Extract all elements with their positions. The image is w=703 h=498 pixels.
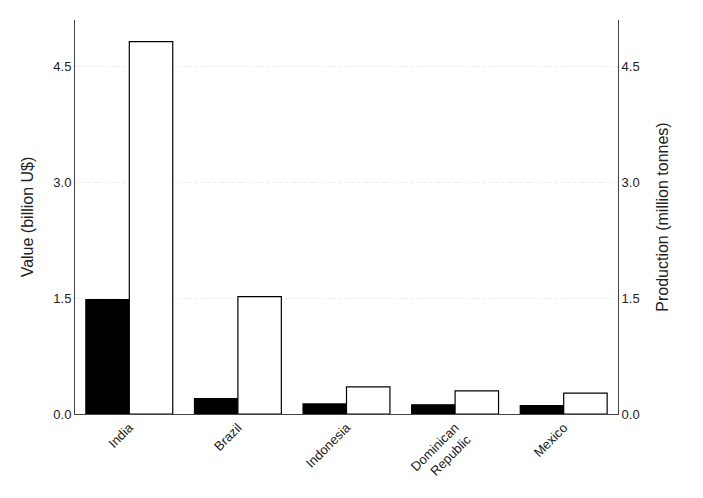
svg-text:0.0: 0.0 xyxy=(53,407,71,422)
svg-text:0.0: 0.0 xyxy=(622,407,640,422)
svg-text:3.0: 3.0 xyxy=(622,175,640,190)
svg-text:DominicanRepublic: DominicanRepublic xyxy=(408,420,474,486)
svg-text:3.0: 3.0 xyxy=(53,175,71,190)
svg-text:Mexico: Mexico xyxy=(531,420,571,460)
svg-text:4.5: 4.5 xyxy=(53,59,71,74)
svg-text:Indonesia: Indonesia xyxy=(303,420,354,471)
svg-text:Production (million tonnes): Production (million tonnes) xyxy=(654,122,671,311)
svg-text:1.5: 1.5 xyxy=(622,291,640,306)
svg-text:India: India xyxy=(105,420,136,451)
svg-text:4.5: 4.5 xyxy=(622,59,640,74)
svg-text:1.5: 1.5 xyxy=(53,291,71,306)
svg-text:Value (billion U$): Value (billion U$) xyxy=(19,157,36,278)
svg-text:Brazil: Brazil xyxy=(211,420,245,454)
